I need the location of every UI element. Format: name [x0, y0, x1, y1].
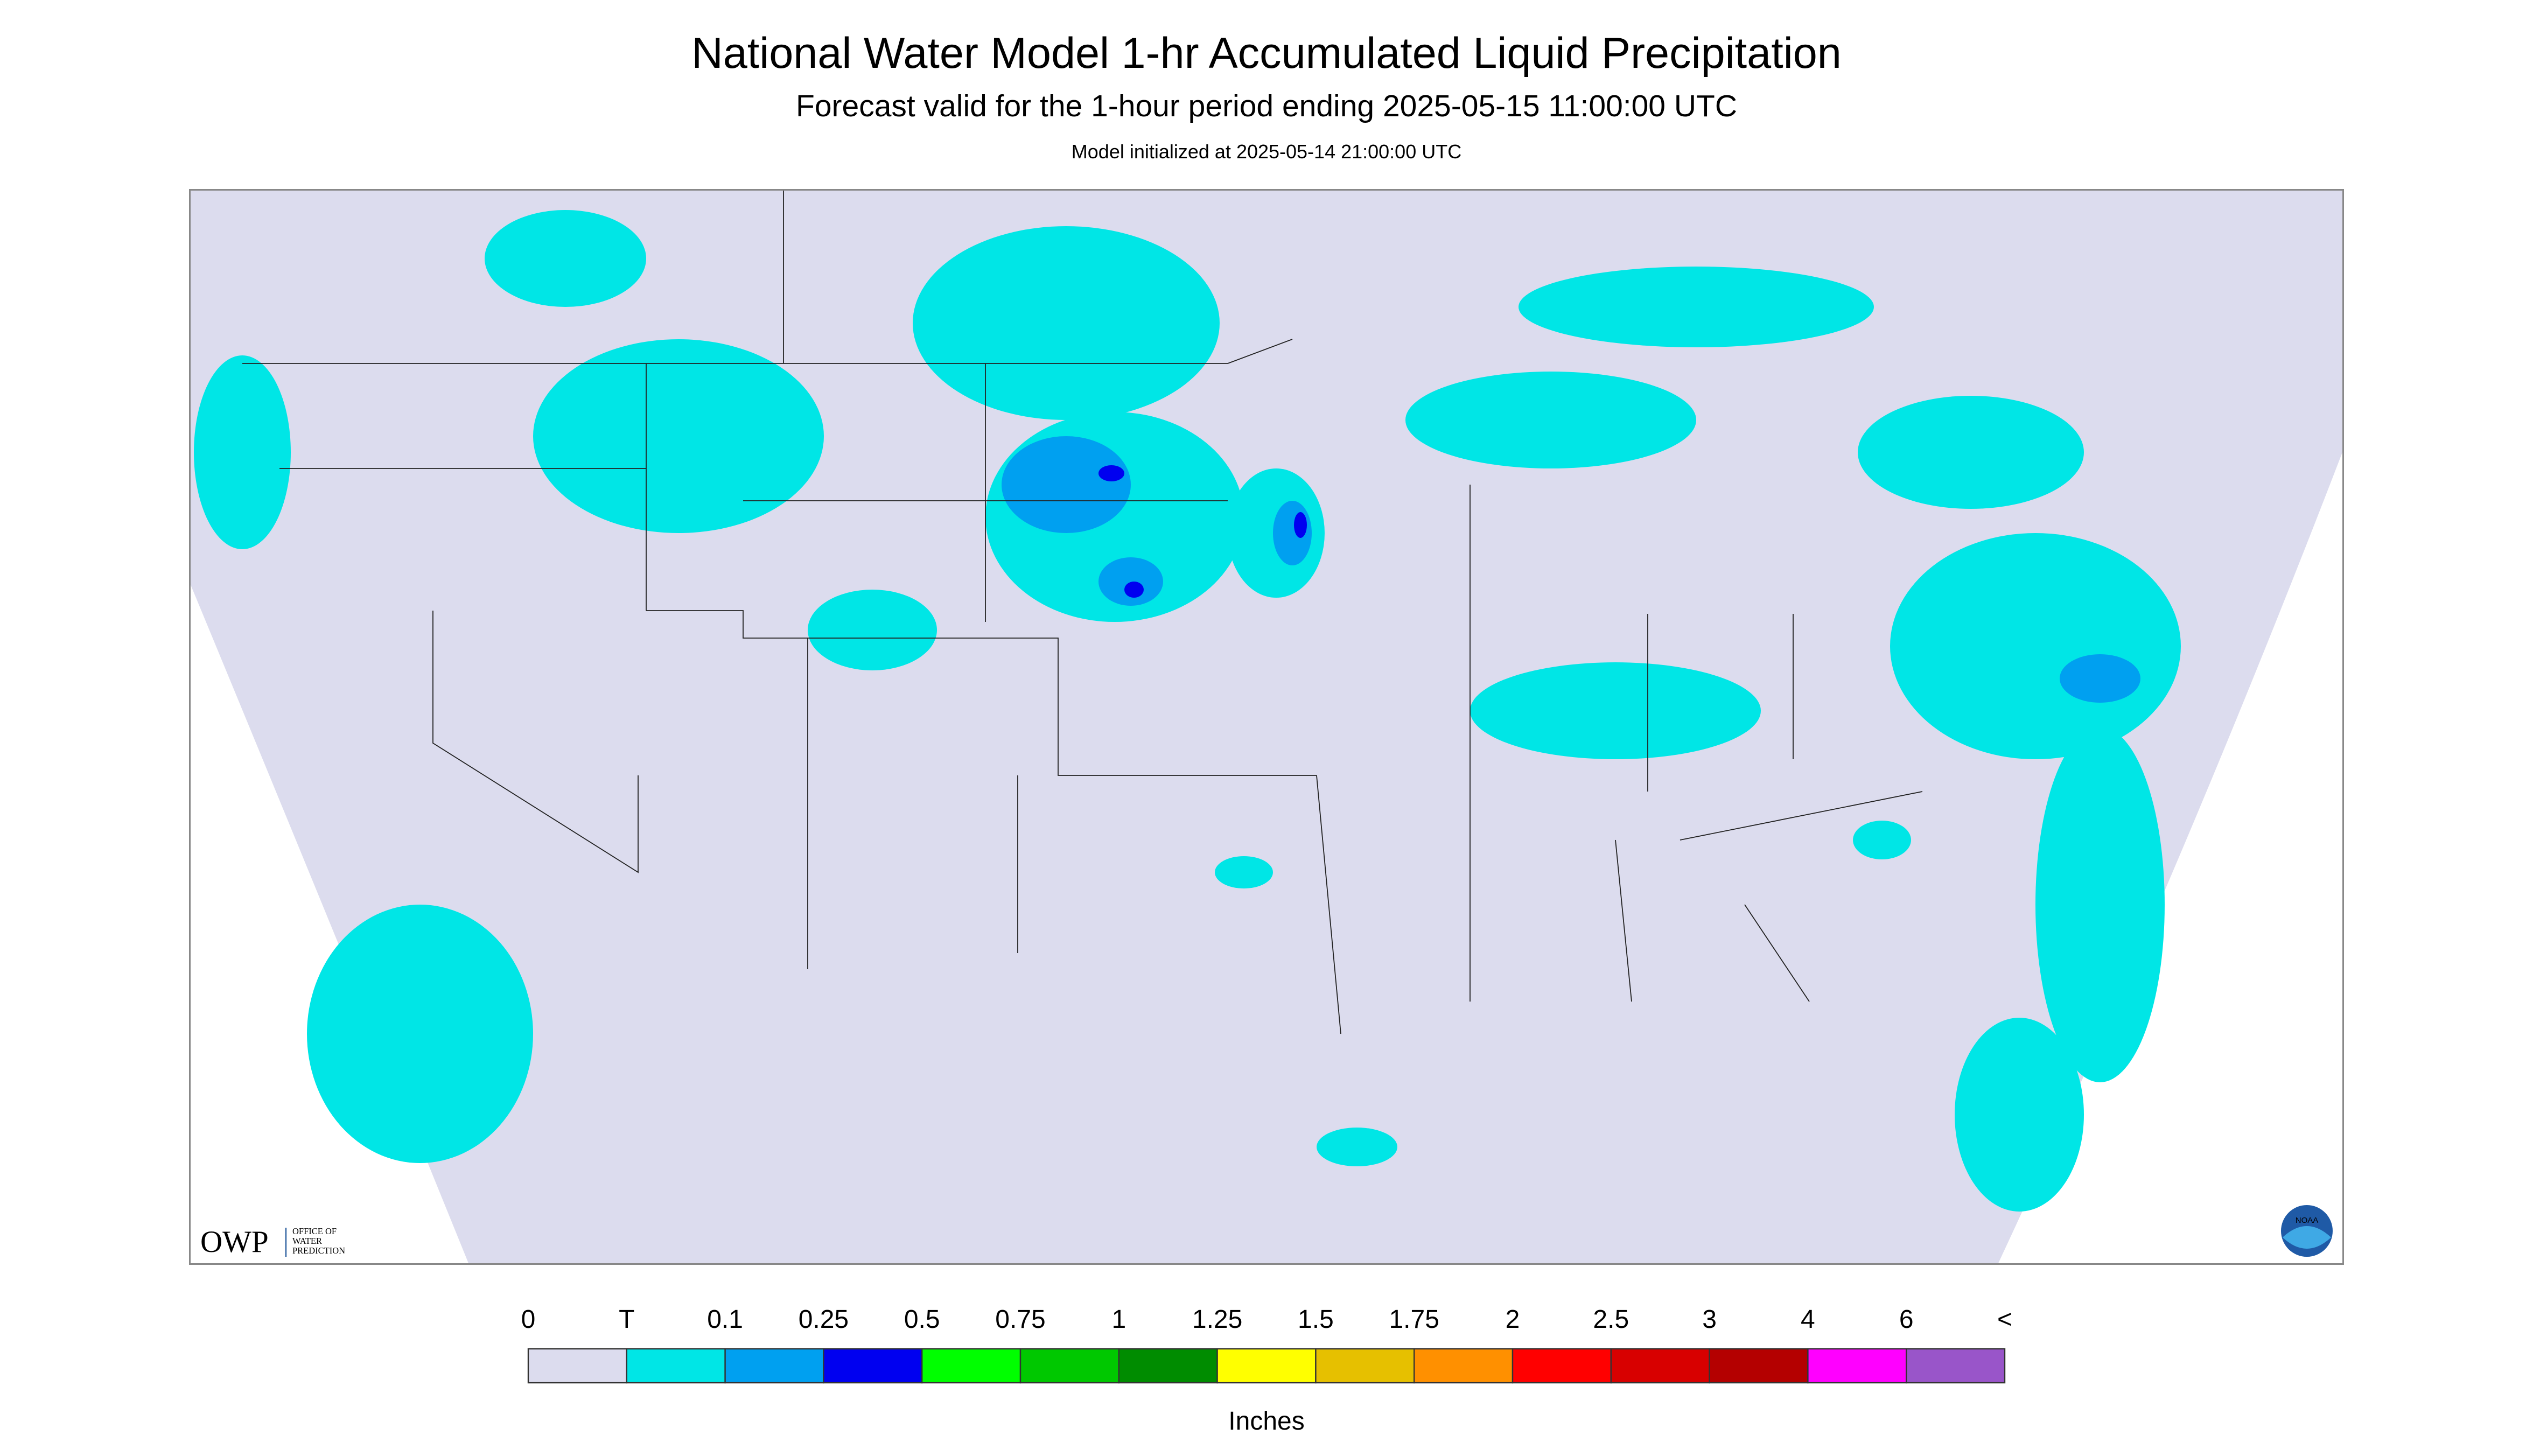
boundaries	[242, 191, 1923, 1034]
legend-swatch	[1512, 1348, 1612, 1384]
legend-swatch	[1118, 1348, 1218, 1384]
legend-swatch	[1019, 1348, 1120, 1384]
legend-swatch	[626, 1348, 726, 1384]
legend: 0 T 0.1 0.25 0.5 0.75 1 1.25 1.5 1.75 2 2.5 3 4 6 <	[521, 1305, 2012, 1384]
noaa-wave	[2283, 1226, 2331, 1249]
legend-label: 0.5	[904, 1305, 940, 1334]
title: National Water Model 1-hr Accumulated Li…	[691, 29, 1842, 78]
map: OWP OFFICE OF WATER PREDICTION NOAA	[189, 189, 2344, 1265]
owp-logo: OWP	[200, 1225, 269, 1259]
precip-heaviest	[1098, 465, 1307, 598]
legend-swatch	[1315, 1348, 1415, 1384]
legend-label: T	[619, 1305, 634, 1334]
legend-label: 2.5	[1593, 1305, 1629, 1334]
legend-label: 1	[1111, 1305, 1126, 1334]
legend-label: 1.75	[1389, 1305, 1439, 1334]
logo-line: OFFICE OF	[292, 1226, 337, 1236]
legend-label: 1.5	[1298, 1305, 1334, 1334]
legend-label: 0.25	[799, 1305, 849, 1334]
noaa-text: NOAA	[2296, 1216, 2319, 1225]
legend-swatch	[724, 1348, 824, 1384]
legend-swatch	[1610, 1348, 1710, 1384]
legend-swatch	[1905, 1348, 2006, 1384]
legend-label: 0	[521, 1305, 536, 1334]
legend-swatch	[1414, 1348, 1514, 1384]
init-time: Model initialized at 2025-05-14 21:00:00…	[1072, 141, 1461, 163]
legend-swatch	[527, 1348, 628, 1384]
legend-swatch	[1709, 1348, 1809, 1384]
precip-areas	[194, 210, 2181, 1212]
legend-label: 2	[1506, 1305, 1520, 1334]
precip-heavier	[1002, 436, 2140, 703]
legend-label: 6	[1899, 1305, 1914, 1334]
legend-label: 0.1	[707, 1305, 743, 1334]
legend-label: <	[1997, 1305, 2012, 1334]
legend-swatch	[1216, 1348, 1317, 1384]
legend-unit: Inches	[1228, 1407, 1304, 1436]
logo-line: WATER	[292, 1236, 322, 1246]
legend-label: 3	[1702, 1305, 1717, 1334]
subtitle: Forecast valid for the 1-hour period end…	[796, 89, 1737, 123]
legend-swatch	[1807, 1348, 1907, 1384]
legend-label: 0.75	[995, 1305, 1045, 1334]
legend-label: 4	[1801, 1305, 1815, 1334]
legend-label: 1.25	[1192, 1305, 1242, 1334]
legend-swatch	[921, 1348, 1021, 1384]
logo-line: PREDICTION	[292, 1245, 345, 1256]
legend-swatch	[823, 1348, 923, 1384]
